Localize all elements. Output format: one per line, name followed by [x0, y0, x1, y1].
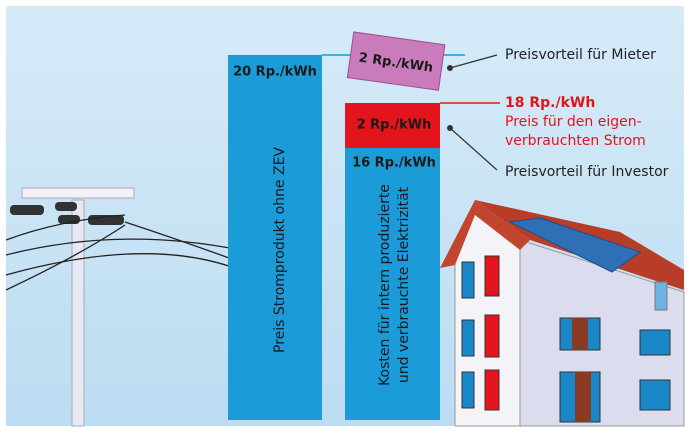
dot — [447, 125, 453, 131]
tenant-label: Preisvorteil für Mieter — [505, 47, 656, 63]
investor-label: Preisvorteil für Investor — [505, 164, 669, 180]
bar-grid — [228, 55, 322, 420]
zev-description: Kosten für intern produzierte — [377, 184, 393, 386]
house — [440, 200, 685, 427]
price-value: 18 Rp./kWh — [505, 95, 595, 111]
tenant-box — [346, 31, 446, 91]
zev-value: 16 Rp./kWh — [352, 156, 436, 171]
callout-lines — [449, 54, 498, 171]
grid-value: 20 Rp./kWh — [233, 65, 317, 80]
price-text: verbrauchten Strom — [505, 133, 646, 149]
dot — [447, 65, 453, 71]
power-pole — [5, 187, 241, 427]
investor-value: 2 Rp./kWh — [357, 118, 432, 133]
price-text: Preis für den eigen- — [505, 114, 642, 130]
tenant-box-group: 2 Rp./kWh — [346, 31, 446, 91]
grid-description: Preis Stromprodukt ohne ZEV — [272, 147, 288, 353]
zev-description: und verbrauchte Elektrizität — [396, 186, 412, 383]
investor-box — [345, 103, 440, 148]
bar-zev — [345, 148, 440, 420]
